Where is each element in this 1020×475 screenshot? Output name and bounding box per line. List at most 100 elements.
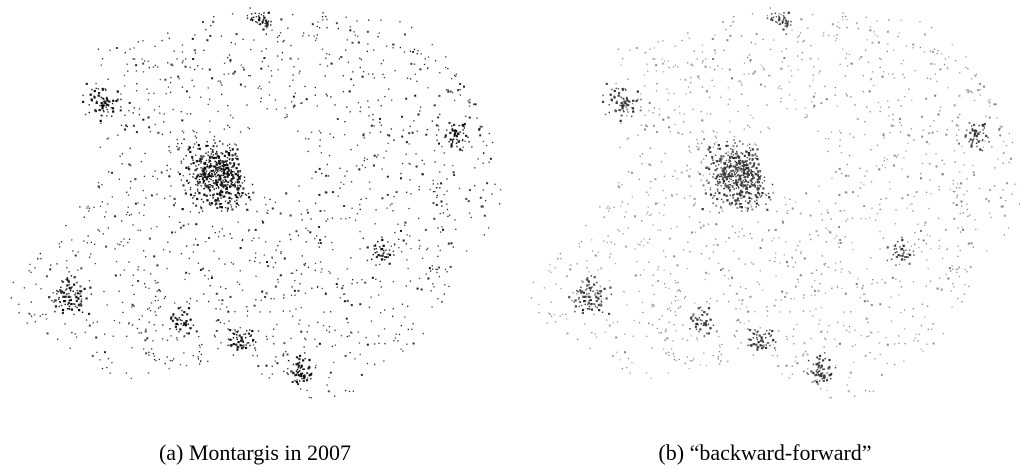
building-dot <box>852 346 853 347</box>
building-dot <box>584 296 586 298</box>
building-dot <box>837 287 838 288</box>
building-dot <box>445 56 446 57</box>
building-dot <box>483 153 484 154</box>
building-dot <box>952 44 953 45</box>
building-dot <box>650 165 651 166</box>
building-dot <box>892 74 893 75</box>
building-dot <box>953 183 954 184</box>
building-dot <box>229 159 230 160</box>
building-dot <box>976 146 977 147</box>
building-dot <box>855 344 856 345</box>
building-dot <box>772 192 774 194</box>
building-dot <box>128 262 129 263</box>
building-dot <box>728 176 729 177</box>
building-dot <box>794 298 795 299</box>
building-dot <box>864 175 865 176</box>
building-dot <box>610 94 612 96</box>
building-dot <box>126 336 127 337</box>
building-dot <box>595 293 596 294</box>
building-dot <box>456 135 458 137</box>
building-dot <box>248 342 249 343</box>
building-dot <box>866 107 867 108</box>
building-dot <box>837 105 838 106</box>
building-dot <box>728 237 730 239</box>
building-dot <box>893 245 894 246</box>
building-dot <box>948 57 949 58</box>
building-dot <box>741 185 742 186</box>
building-dot <box>344 175 345 176</box>
building-dot <box>673 93 674 94</box>
building-dot <box>469 105 470 106</box>
building-dot <box>614 96 616 98</box>
building-dot <box>236 148 238 150</box>
building-dot <box>173 204 175 206</box>
building-dot <box>776 211 777 212</box>
building-dot <box>221 94 222 95</box>
building-dot <box>679 359 680 360</box>
building-dot <box>920 349 921 350</box>
building-dot <box>142 40 143 41</box>
building-dot <box>196 132 197 133</box>
building-dot <box>446 130 447 131</box>
building-dot <box>182 315 183 316</box>
building-dot <box>729 99 730 100</box>
building-dot <box>248 193 249 194</box>
building-dot <box>129 239 130 240</box>
building-dot <box>995 103 997 105</box>
building-dot <box>479 134 481 136</box>
building-dot <box>208 151 209 152</box>
building-dot <box>218 160 220 162</box>
building-dot <box>277 55 278 56</box>
building-dot <box>847 219 848 220</box>
building-dot <box>723 293 724 294</box>
building-dot <box>616 352 617 353</box>
building-dot <box>188 146 189 147</box>
building-dot <box>178 172 179 173</box>
building-dot <box>90 253 91 254</box>
building-dot <box>792 336 793 337</box>
building-dot <box>755 173 757 175</box>
building-dot <box>124 115 125 116</box>
building-dot <box>130 165 131 166</box>
building-dot <box>668 126 670 128</box>
building-dot <box>193 251 194 252</box>
building-dot <box>333 362 334 363</box>
building-dot <box>56 290 57 291</box>
building-dot <box>359 303 361 305</box>
building-dot <box>701 161 702 162</box>
building-dot <box>741 191 743 193</box>
building-dot <box>337 278 338 279</box>
building-dot <box>634 215 636 217</box>
building-dot <box>433 218 435 220</box>
building-dot <box>775 276 776 277</box>
building-dot <box>294 374 296 376</box>
building-dot <box>899 33 900 34</box>
building-dot <box>768 342 769 343</box>
building-dot <box>754 201 755 202</box>
building-dot <box>845 75 846 76</box>
building-dot <box>400 177 402 179</box>
building-dot <box>161 40 162 41</box>
building-dot <box>631 362 632 363</box>
building-dot <box>609 287 611 289</box>
building-dot <box>227 191 228 192</box>
building-dot <box>808 360 809 361</box>
building-dot <box>731 277 733 279</box>
building-dot <box>128 323 129 324</box>
building-dot <box>885 167 886 168</box>
building-dot <box>835 367 836 368</box>
building-dot <box>400 230 402 232</box>
building-dot <box>53 292 54 293</box>
building-dot <box>720 173 721 174</box>
building-dot <box>904 96 905 97</box>
building-dot <box>762 240 763 241</box>
building-dot <box>762 340 764 342</box>
building-dot <box>770 199 771 200</box>
building-dot <box>932 132 934 134</box>
building-dot <box>622 90 623 91</box>
building-dot <box>427 87 428 88</box>
building-dot <box>708 307 710 309</box>
building-dot <box>930 281 931 282</box>
building-dot <box>712 38 714 40</box>
building-dot <box>714 195 715 196</box>
